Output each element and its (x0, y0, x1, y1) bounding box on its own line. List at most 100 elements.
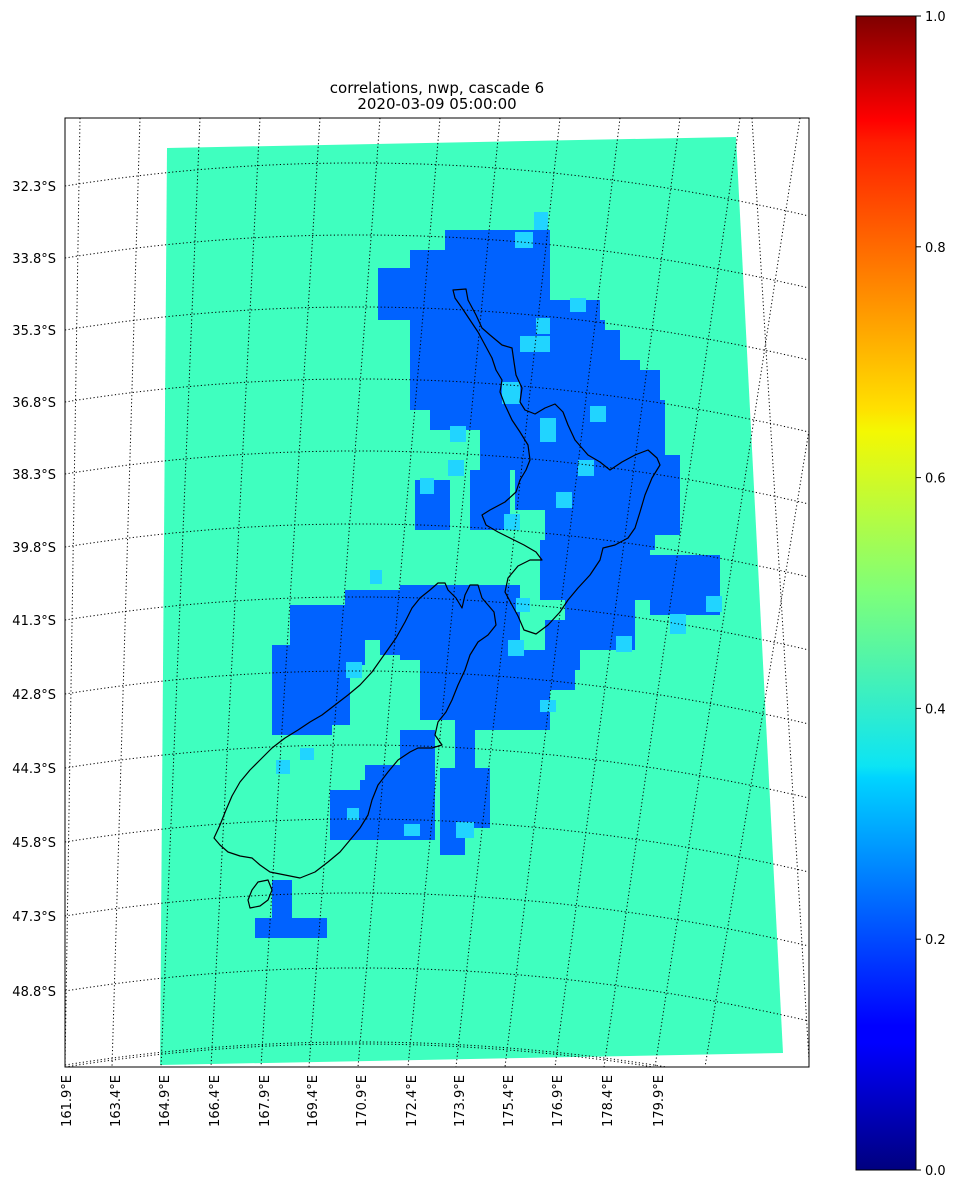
map-axes-frame (64, 117, 810, 1068)
longitude-label: 170.9°E (355, 1075, 370, 1127)
longitude-label: 164.9°E (158, 1075, 173, 1127)
mid-correlation-cell (347, 808, 359, 820)
latitude-labels: 32.3°S 33.8°S 35.3°S 36.8°S 38.3°S 39.8°S 41.3… (12, 180, 56, 1000)
latitude-label: 48.8°S (12, 985, 56, 1000)
mid-correlation-cell (536, 318, 550, 334)
longitude-label: 178.4°E (601, 1075, 616, 1127)
north-island-coastline (452, 288, 661, 635)
mid-correlation-cell (276, 760, 290, 774)
colorbar-gradient (855, 15, 917, 1171)
low-correlation-cell (255, 918, 327, 938)
mid-correlation-cell (590, 406, 606, 422)
latitude-label: 33.8°S (12, 252, 56, 267)
latitude-label: 39.8°S (12, 541, 56, 556)
colorbar-tick-label: 0.2 (925, 933, 946, 948)
mid-correlation-cell (706, 596, 722, 612)
longitude-labels: 161.9°E 163.4°E 164.9°E 166.4°E 167.9°E 169.4… (60, 1075, 667, 1127)
latitude-gridline (65, 306, 809, 361)
colorbar: 0.0 0.2 0.4 0.6 0.8 1.0 (855, 10, 946, 1179)
latitude-gridline (65, 234, 809, 289)
colorbar-ticks: 0.0 0.2 0.4 0.6 0.8 1.0 (916, 10, 946, 1179)
mid-correlation-cell (570, 298, 586, 312)
colorbar-tick-label: 0.6 (925, 472, 946, 487)
longitude-label: 173.9°E (453, 1075, 468, 1127)
latitude-label: 42.8°S (12, 688, 56, 703)
longitude-label: 176.9°E (551, 1075, 566, 1127)
mid-correlation-cell (540, 700, 556, 712)
low-correlation-cell (480, 690, 520, 730)
latitude-gridline (65, 523, 809, 578)
latitude-label: 38.3°S (12, 468, 56, 483)
longitude-label: 163.4°E (109, 1075, 124, 1127)
longitude-gridline (751, 118, 809, 1061)
mid-correlation-cell (502, 382, 520, 404)
latitude-gridline (65, 892, 809, 947)
longitude-gridline (111, 118, 141, 1067)
mid-correlation-cell (450, 426, 466, 442)
longitude-label: 169.4°E (306, 1075, 321, 1127)
latitude-label: 44.3°S (12, 762, 56, 777)
longitude-gridline (407, 118, 501, 1067)
latitude-gridline (65, 162, 809, 217)
latitude-gridline (65, 596, 809, 651)
latitude-label: 41.3°S (12, 614, 56, 629)
latitude-gridline (65, 818, 809, 873)
colorbar-tick-label: 0.4 (925, 702, 946, 717)
low-correlation-cell (360, 780, 435, 840)
map-title-line1: correlations, nwp, cascade 6 (329, 79, 545, 97)
mid-correlation-cell (508, 640, 524, 656)
latitude-gridline (65, 378, 809, 433)
low-correlation-cell (378, 268, 410, 320)
latitude-label: 32.3°S (12, 180, 56, 195)
longitude-label: 167.9°E (258, 1075, 273, 1127)
mid-correlation-cell (448, 460, 464, 476)
stewart-island-coastline (247, 879, 273, 909)
latitude-gridline (65, 967, 809, 1022)
longitude-label: 166.4°E (208, 1075, 223, 1127)
mid-correlation-cell (504, 514, 520, 530)
colorbar-tick-label: 1.0 (925, 10, 946, 25)
longitude-label: 172.4°E (405, 1075, 420, 1127)
low-correlation-cell (470, 470, 510, 530)
map-title-line2: 2020-03-09 05:00:00 (357, 95, 517, 113)
longitude-gridline (260, 118, 321, 1067)
mid-correlation-cell (346, 662, 362, 678)
latitude-label: 47.3°S (12, 910, 56, 925)
mid-correlation-cell (456, 822, 474, 838)
longitude-label: 179.9°E (652, 1075, 667, 1127)
low-correlation-cell (650, 455, 680, 535)
latitude-label: 36.8°S (12, 396, 56, 411)
mid-correlation-cell (540, 418, 556, 442)
low-correlation-cell (272, 880, 292, 930)
latitude-gridline (65, 744, 809, 799)
mid-correlation-cell (515, 232, 533, 248)
mid-correlation-cell (578, 460, 594, 476)
colorbar-tick-label: 0.8 (925, 241, 946, 256)
low-correlation-cell (535, 660, 575, 690)
longitude-label: 161.9°E (60, 1075, 75, 1127)
mid-correlation-cell (420, 478, 434, 494)
map-axes-area (65, 118, 809, 1169)
longitude-gridline (504, 118, 621, 1067)
longitude-gridline (357, 118, 441, 1067)
longitude-gridline (554, 118, 681, 1067)
mid-correlation-cell (556, 492, 572, 508)
mid-correlation-cell (616, 636, 632, 652)
mid-correlation-cell (516, 598, 530, 612)
low-correlation-cell (310, 665, 350, 725)
latitude-gridline (65, 450, 809, 505)
mid-correlation-cell (370, 570, 382, 584)
latitude-label: 45.8°S (12, 836, 56, 851)
latitude-gridline (65, 670, 809, 725)
longitude-gridline (308, 118, 381, 1067)
new-zealand-coastline (213, 288, 661, 909)
longitude-gridline (603, 118, 741, 1067)
latitude-gridline (65, 1116, 809, 1169)
longitude-label: 175.4°E (502, 1075, 517, 1127)
mid-correlation-cell (534, 212, 548, 230)
longitude-gridline (65, 118, 81, 1067)
latitude-gridline (65, 1041, 670, 1067)
mid-correlation-cell (300, 748, 314, 760)
colorbar-tick-label: 0.0 (925, 1164, 946, 1179)
